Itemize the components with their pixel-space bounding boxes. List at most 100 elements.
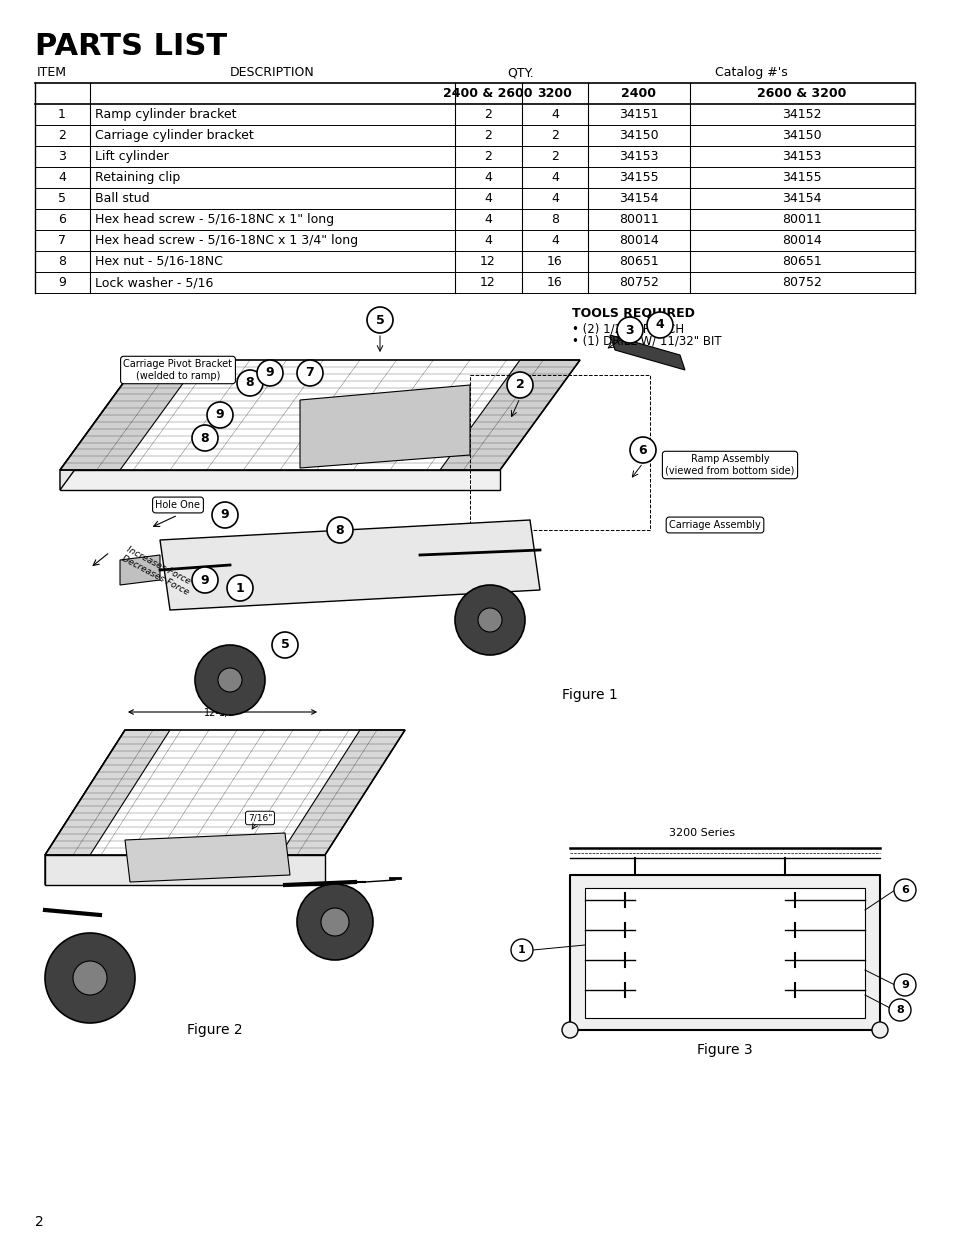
Text: 3: 3 xyxy=(625,324,634,336)
Text: 34151: 34151 xyxy=(618,107,659,121)
Text: 9: 9 xyxy=(58,275,66,289)
Text: Figure 3: Figure 3 xyxy=(697,1044,752,1057)
Text: Ball stud: Ball stud xyxy=(95,191,150,205)
Circle shape xyxy=(893,879,915,902)
Circle shape xyxy=(511,939,533,961)
Text: Figure 1: Figure 1 xyxy=(561,688,618,701)
Text: 2: 2 xyxy=(483,128,492,142)
Text: Retaining clip: Retaining clip xyxy=(95,170,180,184)
Text: Hex nut - 5/16-18NC: Hex nut - 5/16-18NC xyxy=(95,254,223,268)
Text: 2: 2 xyxy=(35,1215,44,1229)
Text: 5: 5 xyxy=(58,191,66,205)
Text: 1: 1 xyxy=(517,945,525,955)
Text: 80014: 80014 xyxy=(781,233,821,247)
FancyBboxPatch shape xyxy=(627,897,641,910)
Text: 2: 2 xyxy=(483,107,492,121)
Text: 6: 6 xyxy=(638,443,647,457)
Circle shape xyxy=(367,308,393,333)
Text: 2: 2 xyxy=(58,128,66,142)
Text: 8: 8 xyxy=(335,524,344,536)
Text: 12: 12 xyxy=(479,275,496,289)
Polygon shape xyxy=(120,555,160,585)
Text: 80014: 80014 xyxy=(618,233,659,247)
Text: 80011: 80011 xyxy=(781,212,821,226)
Circle shape xyxy=(561,1023,578,1037)
Circle shape xyxy=(893,974,915,995)
Circle shape xyxy=(192,425,218,451)
Text: 1: 1 xyxy=(58,107,66,121)
Text: 12-1/8": 12-1/8" xyxy=(204,708,240,718)
Text: Catalog #'s: Catalog #'s xyxy=(714,65,786,79)
Text: Ramp cylinder bracket: Ramp cylinder bracket xyxy=(95,107,236,121)
Polygon shape xyxy=(584,888,864,1018)
Text: 8: 8 xyxy=(551,212,558,226)
Text: 7: 7 xyxy=(305,367,314,379)
Text: 5: 5 xyxy=(375,314,384,326)
Circle shape xyxy=(194,645,265,715)
Text: TOOLS REQUIRED: TOOLS REQUIRED xyxy=(572,308,694,320)
Polygon shape xyxy=(299,385,470,468)
Text: 8: 8 xyxy=(58,254,66,268)
Circle shape xyxy=(646,312,672,338)
Text: 4: 4 xyxy=(483,191,492,205)
Polygon shape xyxy=(439,359,579,471)
Text: 4: 4 xyxy=(551,170,558,184)
Polygon shape xyxy=(280,730,405,855)
Circle shape xyxy=(871,1023,887,1037)
Text: ITEM: ITEM xyxy=(37,65,67,79)
Text: 2: 2 xyxy=(551,149,558,163)
Text: 4: 4 xyxy=(655,319,663,331)
Text: Lock washer - 5/16: Lock washer - 5/16 xyxy=(95,275,213,289)
Text: 3: 3 xyxy=(58,149,66,163)
FancyBboxPatch shape xyxy=(778,897,791,910)
Circle shape xyxy=(272,632,297,658)
Text: 2600 & 3200: 2600 & 3200 xyxy=(757,86,846,100)
Text: 2: 2 xyxy=(483,149,492,163)
Text: 16: 16 xyxy=(547,275,562,289)
Text: 5: 5 xyxy=(280,638,289,652)
Text: 4: 4 xyxy=(483,170,492,184)
Text: 2: 2 xyxy=(515,378,524,391)
Text: 8: 8 xyxy=(246,377,254,389)
Circle shape xyxy=(327,517,353,543)
Circle shape xyxy=(506,372,533,398)
Text: 2400: 2400 xyxy=(620,86,656,100)
Circle shape xyxy=(477,608,501,632)
Text: 9: 9 xyxy=(200,573,209,587)
Polygon shape xyxy=(125,832,290,882)
Text: Hole One: Hole One xyxy=(155,500,200,510)
Text: 34152: 34152 xyxy=(781,107,821,121)
Text: • (2) 1/2" WRENCH: • (2) 1/2" WRENCH xyxy=(572,322,683,335)
Text: 34155: 34155 xyxy=(618,170,659,184)
Text: Hex head screw - 5/16-18NC x 1" long: Hex head screw - 5/16-18NC x 1" long xyxy=(95,212,334,226)
Text: DESCRIPTION: DESCRIPTION xyxy=(230,65,314,79)
Circle shape xyxy=(296,359,323,387)
Text: 7/16": 7/16" xyxy=(248,814,272,823)
Text: QTY.: QTY. xyxy=(507,65,534,79)
Text: Carriage Pivot Bracket
(welded to ramp): Carriage Pivot Bracket (welded to ramp) xyxy=(123,359,233,380)
Text: 34153: 34153 xyxy=(781,149,821,163)
FancyBboxPatch shape xyxy=(626,881,642,897)
Text: 3200: 3200 xyxy=(537,86,572,100)
Text: 34154: 34154 xyxy=(781,191,821,205)
Circle shape xyxy=(296,884,373,960)
Polygon shape xyxy=(60,359,200,471)
Text: PARTS LIST: PARTS LIST xyxy=(35,32,227,61)
Circle shape xyxy=(629,437,656,463)
Polygon shape xyxy=(160,520,539,610)
Text: 80752: 80752 xyxy=(618,275,659,289)
Text: 34150: 34150 xyxy=(618,128,659,142)
Text: 34153: 34153 xyxy=(618,149,659,163)
Polygon shape xyxy=(60,359,140,490)
Circle shape xyxy=(236,370,263,396)
Text: 80651: 80651 xyxy=(618,254,659,268)
Text: 34154: 34154 xyxy=(618,191,659,205)
Polygon shape xyxy=(45,730,125,885)
Circle shape xyxy=(73,961,107,995)
Circle shape xyxy=(192,567,218,593)
Text: 9: 9 xyxy=(265,367,274,379)
Text: 6: 6 xyxy=(901,885,908,895)
Text: 8: 8 xyxy=(895,1005,902,1015)
Text: Lift cylinder: Lift cylinder xyxy=(95,149,169,163)
Text: Ramp Assembly
(viewed from bottom side): Ramp Assembly (viewed from bottom side) xyxy=(664,454,794,475)
